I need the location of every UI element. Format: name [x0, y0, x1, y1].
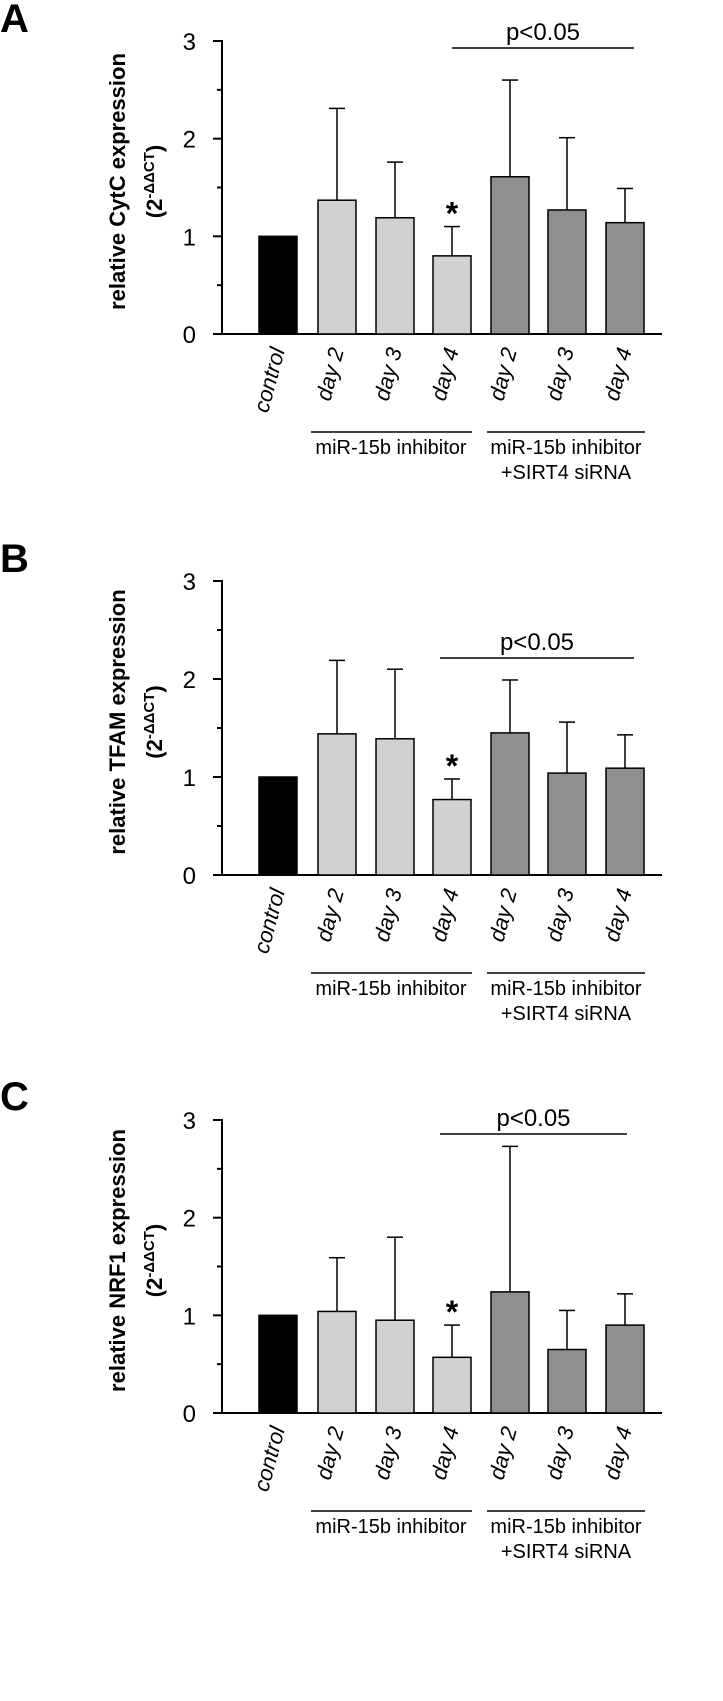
y-tick-label: 0 [183, 322, 196, 349]
panel-b: B 0 1 2 3 relative TFAM expression (2-ΔΔCT) * p<… [0, 537, 662, 1025]
group-label: miR-15b inhibitor [490, 437, 642, 459]
x-tick-label: day 3 [369, 344, 407, 403]
group-label: miR-15b inhibitor [490, 978, 642, 1000]
panel-a: A 0 1 2 3 relative CytC expression (2-ΔΔCT) * p<… [0, 0, 662, 484]
x-tick-label: day 4 [426, 345, 464, 403]
significance-star: * [446, 1294, 459, 1330]
x-tick-label: day 2 [484, 1424, 522, 1482]
y-tick-label: 1 [183, 224, 196, 251]
x-tick-label: day 2 [484, 886, 522, 944]
y-tick-label: 3 [183, 1108, 196, 1135]
bar [547, 1348, 587, 1414]
bar [547, 209, 587, 335]
bar [258, 776, 298, 876]
panel-label: C [0, 1075, 29, 1119]
x-tick-label: control [249, 1423, 291, 1494]
x-tick-label: control [249, 885, 291, 956]
p-value-label: p<0.05 [500, 629, 574, 656]
group-label: miR-15b inhibitor [490, 1516, 642, 1538]
x-tick-label: day 4 [426, 886, 464, 944]
y-axis-unit: (2-ΔΔCT) [141, 145, 167, 218]
bar [258, 1314, 298, 1414]
x-tick-label: day 4 [426, 1424, 464, 1482]
bar [432, 798, 472, 876]
bar [375, 738, 415, 876]
y-tick-label: 3 [183, 29, 196, 56]
y-axis-unit: (2-ΔΔCT) [141, 1224, 167, 1297]
x-tick-label: day 4 [599, 1424, 637, 1482]
bar [375, 217, 415, 335]
bar [317, 199, 357, 335]
x-tick-label: day 3 [369, 1423, 407, 1482]
x-tick-label: day 3 [541, 1423, 579, 1482]
y-axis-unit: (2-ΔΔCT) [141, 685, 167, 758]
y-tick-label: 1 [183, 1303, 196, 1330]
y-axis-title: relative NRF1 expression [105, 1129, 130, 1392]
group-label: miR-15b inhibitor [315, 1516, 467, 1538]
y-tick-label: 3 [183, 569, 196, 596]
x-tick-label: day 2 [311, 345, 349, 403]
panel-label: A [0, 0, 29, 41]
bar [375, 1319, 415, 1414]
y-axis-title: relative CytC expression [105, 53, 130, 310]
panel-label: B [0, 537, 29, 581]
x-tick-label: day 3 [541, 344, 579, 403]
y-tick-label: 1 [183, 765, 196, 792]
bar [432, 1356, 472, 1414]
panel-c: C 0 1 2 3 relative NRF1 expression (2-ΔΔCT) * p<… [0, 1075, 662, 1563]
y-tick-label: 2 [183, 1206, 196, 1233]
group-label: +SIRT4 siRNA [501, 1003, 632, 1025]
x-tick-label: day 4 [599, 886, 637, 944]
x-tick-label: day 3 [369, 885, 407, 944]
x-tick-label: day 2 [311, 1424, 349, 1482]
x-tick-label: day 3 [541, 885, 579, 944]
p-value-label: p<0.05 [506, 19, 580, 46]
bar [317, 1310, 357, 1414]
bar [605, 1324, 645, 1414]
bar [317, 733, 357, 876]
bar [490, 176, 530, 335]
y-tick-label: 2 [183, 667, 196, 694]
group-label: miR-15b inhibitor [315, 437, 467, 459]
bar [547, 772, 587, 876]
y-tick-label: 0 [183, 1401, 196, 1428]
bar [605, 767, 645, 876]
p-value-label: p<0.05 [496, 1105, 570, 1132]
group-label: miR-15b inhibitor [315, 978, 467, 1000]
significance-star: * [446, 196, 459, 232]
y-tick-label: 2 [183, 127, 196, 154]
x-tick-label: day 2 [311, 886, 349, 944]
y-axis-title: relative TFAM expression [105, 589, 130, 854]
bar [605, 221, 645, 335]
bar [258, 235, 298, 335]
group-label: +SIRT4 siRNA [501, 462, 632, 484]
x-tick-label: control [249, 344, 291, 415]
significance-star: * [446, 748, 459, 784]
x-tick-label: day 2 [484, 345, 522, 403]
y-tick-label: 0 [183, 863, 196, 890]
bar [490, 732, 530, 876]
x-tick-label: day 4 [599, 345, 637, 403]
group-label: +SIRT4 siRNA [501, 1541, 632, 1563]
bar [490, 1291, 530, 1414]
bar [432, 255, 472, 335]
